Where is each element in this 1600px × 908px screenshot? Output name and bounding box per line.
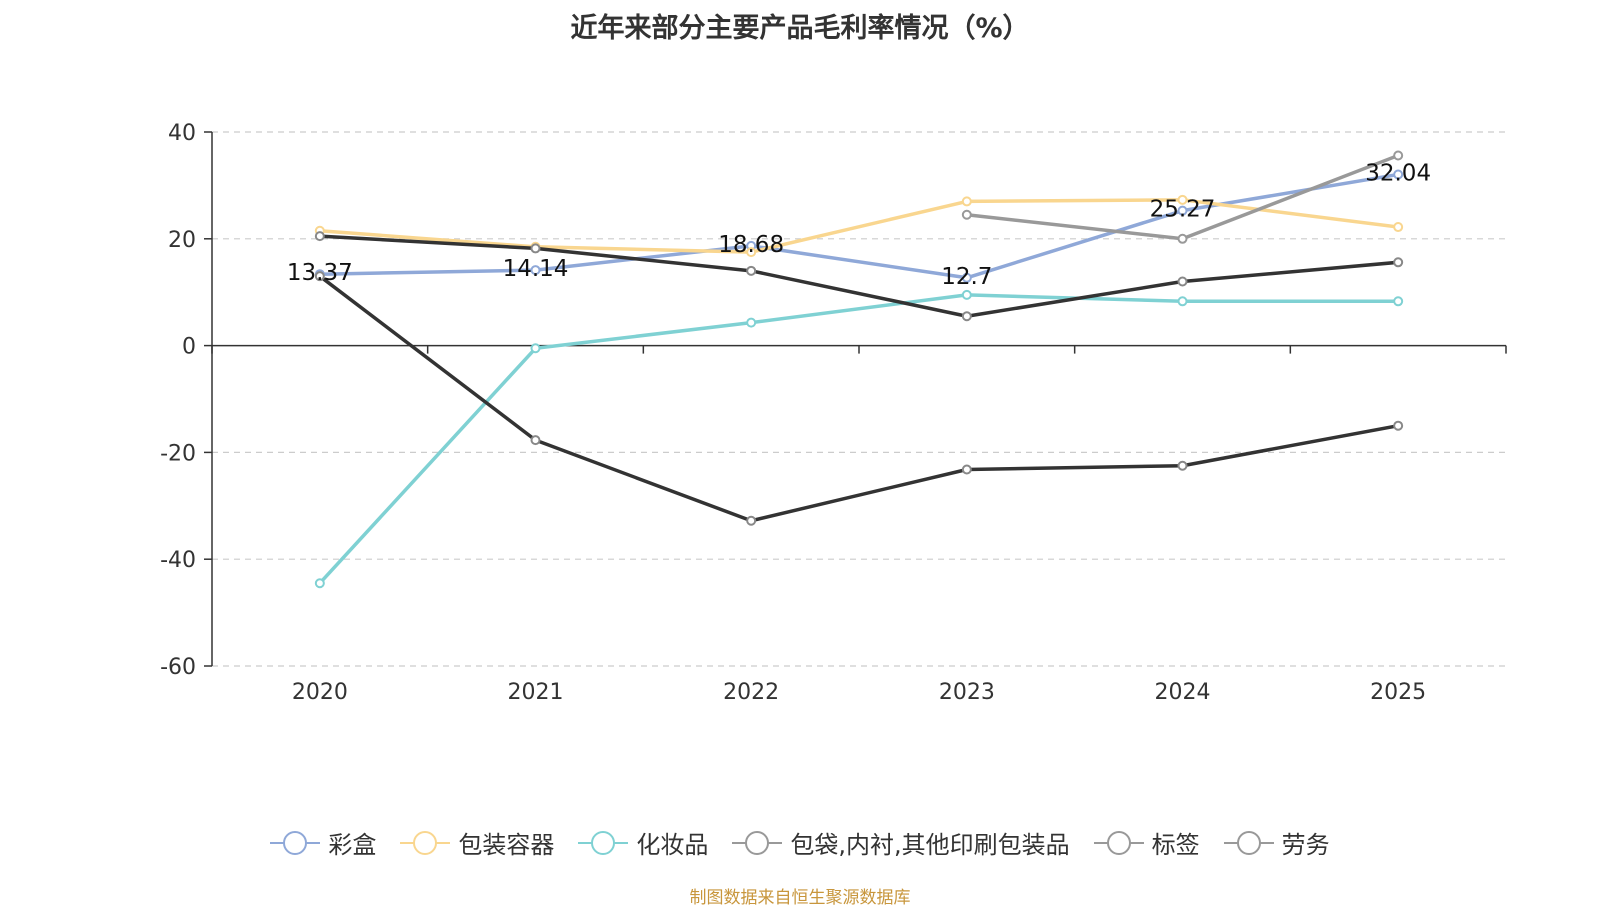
data-point [746, 515, 757, 526]
legend-marker-icon [1093, 830, 1144, 855]
x-tick-label: 2024 [1155, 680, 1211, 705]
data-point [1393, 296, 1404, 307]
y-tick-label: -60 [160, 655, 196, 680]
y-tick-label: -40 [160, 548, 196, 573]
data-point [1177, 460, 1188, 471]
legend-item[interactable]: 化妆品 [578, 825, 708, 860]
legend-item[interactable]: 包装容器 [400, 825, 554, 860]
data-point [1393, 257, 1404, 268]
data-point [530, 265, 541, 276]
y-tick-label: 40 [168, 121, 196, 146]
legend-marker-icon [400, 830, 451, 855]
legend-label: 化妆品 [636, 831, 709, 859]
data-label: 14.14 [503, 256, 569, 282]
legend-item[interactable]: 劳务 [1223, 825, 1330, 860]
legend-label: 劳务 [1281, 831, 1330, 859]
data-point [1393, 420, 1404, 431]
legend-marker-icon [1223, 830, 1274, 855]
series-line [319, 198, 1399, 254]
data-point [961, 196, 972, 207]
legend-marker-icon [578, 830, 629, 855]
data-point [530, 243, 541, 254]
chart-title: 近年来部分主要产品毛利率情况（%） [570, 13, 1030, 44]
data-label: 32.04 [1365, 161, 1431, 187]
data-point [961, 272, 972, 283]
data-point [961, 464, 972, 475]
data-point [314, 271, 325, 282]
data-point [746, 317, 757, 328]
data-point [1393, 169, 1404, 180]
y-tick-label: 20 [168, 228, 196, 253]
data-point [1393, 150, 1404, 161]
legend-label: 标签 [1151, 831, 1200, 859]
series-line [318, 293, 1399, 585]
data-point [746, 247, 757, 258]
x-tick-label: 2020 [292, 680, 348, 705]
x-tick-label: 2021 [508, 680, 564, 705]
data-point [961, 311, 972, 322]
data-point [314, 231, 325, 242]
data-label: 18.68 [718, 232, 784, 258]
series-line [319, 234, 1399, 318]
legend-label: 包袋,内衬,其他印刷包装品 [790, 831, 1070, 859]
legend-marker-icon [270, 830, 321, 855]
data-point [746, 265, 757, 276]
data-point [1177, 205, 1188, 216]
x-tick-label: 2023 [939, 680, 995, 705]
data-label: 25.27 [1150, 197, 1216, 223]
series-line [318, 274, 1399, 523]
legend-item[interactable]: 包袋,内衬,其他印刷包装品 [732, 825, 1070, 860]
data-label: 13.37 [287, 260, 353, 286]
legend-label: 彩盒 [328, 831, 377, 859]
series-lines [314, 150, 1404, 589]
data-point [1177, 233, 1188, 244]
legend-item[interactable]: 标签 [1093, 825, 1200, 860]
data-label: 12.7 [941, 264, 992, 290]
data-labels: 13.37 14.14 18.68 12.7 25.27 32.04 [287, 161, 1431, 290]
data-point [314, 578, 325, 589]
legend-label: 包装容器 [458, 831, 555, 859]
source-note: 制图数据来自恒生聚源数据库 [689, 888, 911, 908]
data-point [1393, 222, 1404, 233]
legend: 彩盒 包装容器 化妆品 包袋,内衬,其他印刷包装品 标签 劳务 [0, 825, 1600, 860]
legend-item[interactable]: 彩盒 [270, 825, 376, 860]
data-point [530, 343, 541, 354]
data-point [961, 209, 972, 220]
x-tick-label: 2022 [723, 680, 779, 705]
axes: 40 20 0 -20 -40 -60 2020 2021 2022 2023 2024 2025 [160, 121, 1507, 705]
legend-marker-icon [732, 830, 783, 855]
data-point [1177, 296, 1188, 307]
data-point [1177, 194, 1188, 205]
data-point [530, 435, 541, 446]
y-tick-label: -20 [160, 441, 196, 466]
gridlines [212, 131, 1506, 667]
x-tick-label: 2025 [1370, 680, 1426, 705]
data-point [961, 289, 972, 300]
data-point [1177, 276, 1188, 287]
y-tick-label: 0 [182, 335, 196, 360]
